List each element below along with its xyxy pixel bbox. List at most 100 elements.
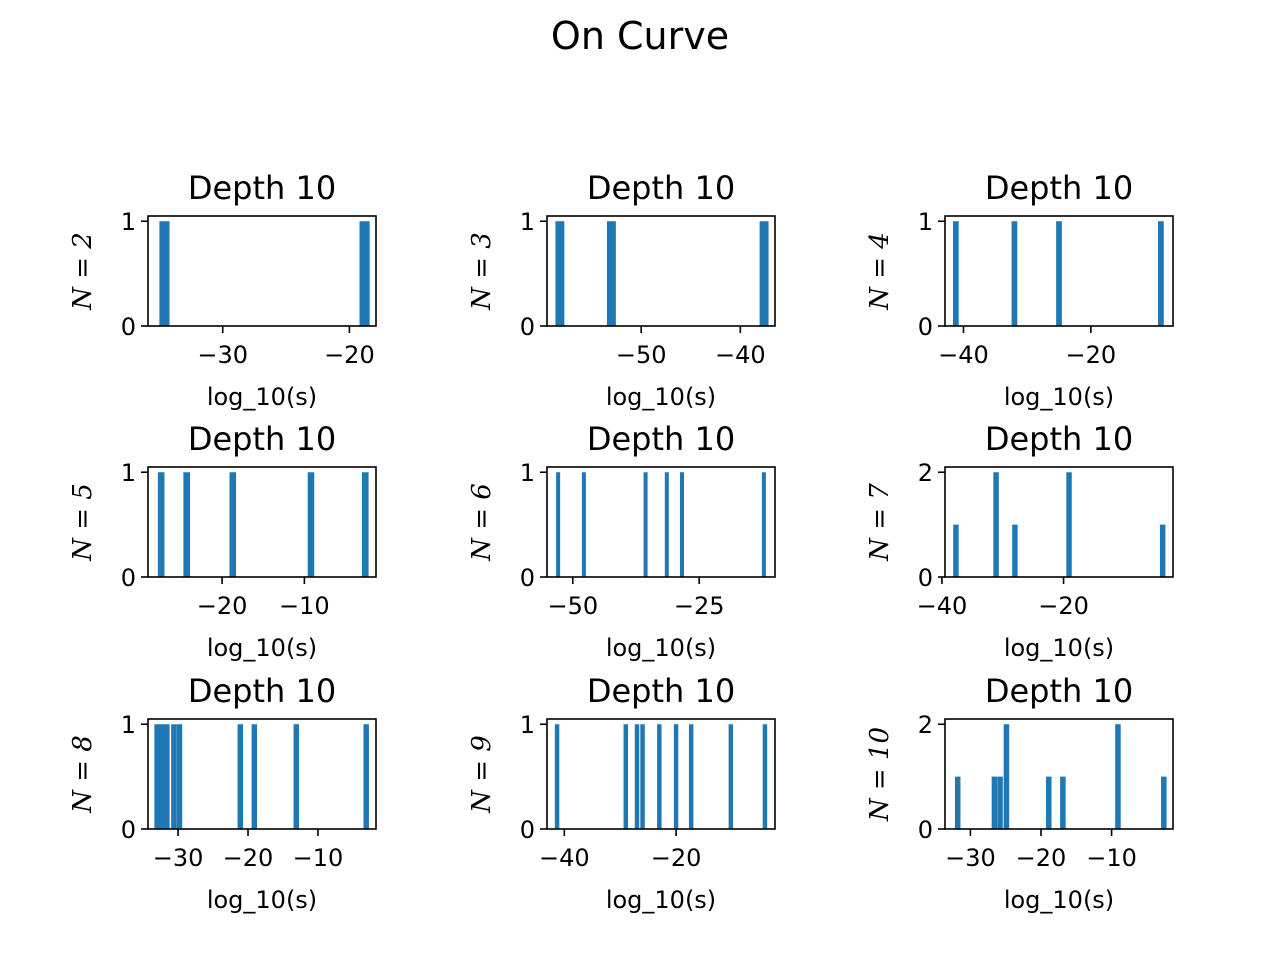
y-axis-label: N = 4 xyxy=(865,232,895,311)
x-tick-label: −10 xyxy=(293,844,344,872)
bar xyxy=(581,472,586,577)
bar xyxy=(556,472,561,577)
x-axis-label: log_10(s) xyxy=(207,634,317,662)
y-tick-label: 0 xyxy=(918,816,933,844)
x-tick-label: −50 xyxy=(547,592,598,620)
y-axis-label: N = 5 xyxy=(68,483,98,562)
y-tick-label: 1 xyxy=(520,208,535,236)
bar xyxy=(171,724,177,829)
x-axis-label: log_10(s) xyxy=(207,383,317,411)
y-axis-label: N = 6 xyxy=(467,483,497,562)
y-tick-label: 1 xyxy=(520,459,535,487)
bar xyxy=(1056,221,1062,326)
bar xyxy=(688,724,694,829)
x-tick-label: −30 xyxy=(197,341,248,369)
bar xyxy=(363,724,369,829)
x-tick-label: −25 xyxy=(674,592,725,620)
bar xyxy=(634,724,640,829)
axes-frame xyxy=(546,466,776,578)
axes-frame xyxy=(944,718,1174,830)
y-tick-label: 0 xyxy=(520,564,535,592)
axes-frame xyxy=(147,718,377,830)
x-tick-label: −20 xyxy=(324,341,375,369)
bar xyxy=(991,776,998,829)
bar xyxy=(1012,524,1018,577)
subplot-title: Depth 10 xyxy=(188,169,336,207)
subplot-title: Depth 10 xyxy=(587,169,735,207)
bar xyxy=(237,724,244,829)
x-tick-label: −30 xyxy=(945,844,996,872)
x-axis-label: log_10(s) xyxy=(606,383,716,411)
subplot-title: Depth 10 xyxy=(188,672,336,710)
bar xyxy=(623,724,629,829)
axes-frame xyxy=(147,466,377,578)
axes-frame xyxy=(546,718,776,830)
x-axis-label: log_10(s) xyxy=(606,634,716,662)
y-tick-label: 1 xyxy=(121,459,136,487)
bar xyxy=(1161,776,1167,829)
y-axis-label: N = 3 xyxy=(467,232,497,311)
bar xyxy=(952,221,959,326)
bar xyxy=(183,472,190,577)
y-tick-label: 1 xyxy=(121,711,136,739)
bar xyxy=(997,776,1003,829)
x-tick-label: −40 xyxy=(715,341,766,369)
subplot-title: Depth 10 xyxy=(985,420,1133,458)
subplot-title: Depth 10 xyxy=(188,420,336,458)
y-axis-label: N = 2 xyxy=(68,232,98,311)
x-tick-label: −20 xyxy=(223,844,274,872)
bar xyxy=(606,221,616,326)
subplot-title: Depth 10 xyxy=(587,672,735,710)
y-axis-label: N = 7 xyxy=(865,483,895,562)
y-tick-label: 1 xyxy=(121,208,136,236)
y-tick-label: 2 xyxy=(918,459,933,487)
bar xyxy=(679,472,684,577)
y-tick-label: 0 xyxy=(121,816,136,844)
bar xyxy=(673,724,679,829)
bar xyxy=(362,472,369,577)
subplot-4: −20 −10 0 1 Depth 10 log_10(s) N = 5 xyxy=(68,420,377,662)
y-axis-label: N = 9 xyxy=(467,735,497,814)
subplot-2: −50 −40 0 1 Depth 10 log_10(s) N = 3 xyxy=(467,169,776,411)
bar xyxy=(759,221,769,326)
x-tick-label: −20 xyxy=(197,592,248,620)
x-axis-label: log_10(s) xyxy=(207,886,317,914)
bar xyxy=(1003,724,1010,829)
bar xyxy=(640,724,645,829)
subplot-title: Depth 10 xyxy=(985,672,1133,710)
bar xyxy=(657,724,662,829)
x-axis-label: log_10(s) xyxy=(1004,383,1114,411)
y-tick-label: 1 xyxy=(520,711,535,739)
axes-frame xyxy=(546,215,776,327)
bar xyxy=(293,724,299,829)
y-tick-label: 0 xyxy=(520,816,535,844)
y-tick-label: 0 xyxy=(121,564,136,592)
x-tick-label: −20 xyxy=(1066,341,1117,369)
subplot-title: Depth 10 xyxy=(587,420,735,458)
y-tick-label: 1 xyxy=(918,208,933,236)
subplot-3: −40 −20 0 1 Depth 10 log_10(s) N = 4 xyxy=(865,169,1174,411)
bar xyxy=(1060,776,1066,829)
x-axis-label: log_10(s) xyxy=(606,886,716,914)
x-tick-label: −10 xyxy=(1086,844,1137,872)
x-axis-label: log_10(s) xyxy=(1004,886,1114,914)
bar xyxy=(157,472,165,577)
bar xyxy=(1115,724,1121,829)
x-tick-label: −40 xyxy=(539,844,590,872)
subplot-7: −30 −20 −10 0 1 Depth 10 log_10(s) N = 8 xyxy=(68,672,377,914)
subplot-5: −50 −25 0 1 Depth 10 log_10(s) N = 6 xyxy=(467,420,776,662)
bar xyxy=(164,724,170,829)
y-tick-label: 2 xyxy=(918,711,933,739)
y-tick-label: 0 xyxy=(121,313,136,341)
bar xyxy=(229,472,237,577)
bar xyxy=(1046,776,1052,829)
x-tick-label: −40 xyxy=(917,592,968,620)
x-axis-label: log_10(s) xyxy=(1004,634,1114,662)
y-tick-label: 0 xyxy=(520,313,535,341)
bar xyxy=(953,524,959,577)
subplot-6: −40 −20 0 2 Depth 10 log_10(s) N = 7 xyxy=(865,420,1174,662)
subplot-1: −30 −20 0 1 Depth 10 log_10(s) N = 2 xyxy=(68,169,377,411)
x-tick-label: −20 xyxy=(1038,592,1089,620)
x-tick-label: −20 xyxy=(651,844,702,872)
